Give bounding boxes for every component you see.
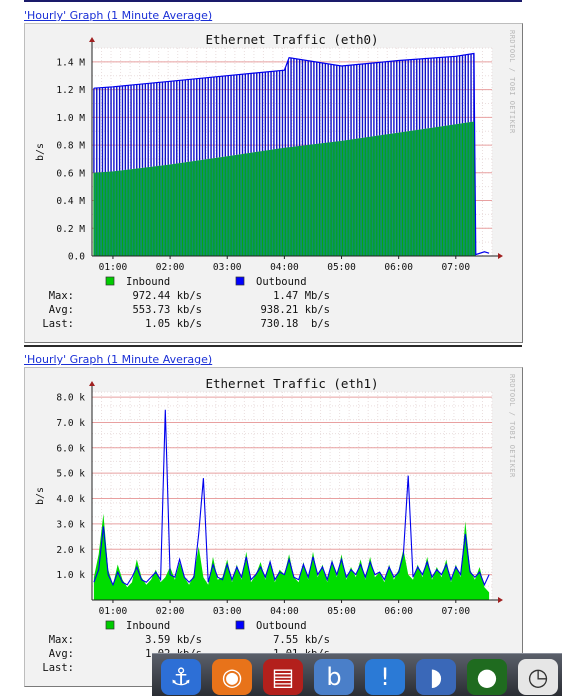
x-tick-label: 07:00 bbox=[442, 606, 471, 617]
x-tick-label: 01:00 bbox=[99, 262, 128, 273]
y-axis-arrow bbox=[89, 37, 95, 42]
b-letter-icon-tile: b bbox=[314, 659, 354, 695]
chart-title: Ethernet Traffic (eth0) bbox=[205, 32, 378, 47]
x-tick-label: 04:00 bbox=[270, 606, 299, 617]
x-tick-label: 05:00 bbox=[327, 606, 356, 617]
red-terminal-icon-tile: ▤ bbox=[263, 659, 303, 695]
y-tick-label: 6.0 k bbox=[56, 443, 85, 454]
wolf-icon-glyph: ◗ bbox=[429, 663, 443, 691]
b-letter-icon-glyph: b bbox=[326, 663, 342, 691]
x-tick-label: 06:00 bbox=[384, 606, 413, 617]
y-tick-label: 1.2 M bbox=[56, 85, 85, 96]
chart-eth1: Ethernet Traffic (eth1) 1.0 k 2.0 k 3.0 k 4.… bbox=[35, 374, 516, 674]
y-axis-label: b/s bbox=[35, 487, 46, 505]
green-orb-icon-glyph: ● bbox=[476, 663, 498, 691]
y-axis-arrow bbox=[89, 381, 95, 386]
outbound-line bbox=[93, 52, 490, 256]
green-orb-icon[interactable]: ● bbox=[462, 657, 512, 697]
y-tick-label: 1.0 k bbox=[56, 570, 85, 581]
stat-outbound-value: 730.18 b/s bbox=[260, 318, 330, 330]
y-tick-label: 7.0 k bbox=[56, 418, 85, 429]
exclamation-icon-tile: ! bbox=[365, 659, 405, 695]
x-tick-label: 02:00 bbox=[156, 606, 185, 617]
y-tick-label: 8.0 k bbox=[56, 393, 85, 404]
anchor-icon-glyph: ⚓ bbox=[170, 663, 192, 691]
legend-label-outbound: Outbound bbox=[256, 276, 307, 288]
clock-icon-glyph: ◷ bbox=[527, 663, 549, 691]
y-tick-label: 4.0 k bbox=[56, 494, 85, 505]
x-axis-arrow bbox=[498, 253, 503, 259]
x-tick-label: 02:00 bbox=[156, 262, 185, 273]
legend-swatch-outbound bbox=[235, 276, 245, 286]
clock-icon-tile: ◷ bbox=[518, 659, 558, 695]
x-tick-label: 03:00 bbox=[213, 262, 242, 273]
stat-inbound-value: 3.59 kb/s bbox=[145, 634, 202, 646]
legend-label-inbound: Inbound bbox=[126, 276, 170, 288]
y-tick-label: 0.8 M bbox=[56, 141, 85, 152]
graph-panel-eth0: Ethernet Traffic (eth0) 0.0 0.2 M 0.4 M 0.6 … bbox=[24, 23, 523, 343]
y-tick-label: 0.0 bbox=[68, 252, 85, 263]
separator bbox=[24, 345, 522, 347]
hourly-graph-link-eth1[interactable]: 'Hourly' Graph (1 Minute Average) bbox=[24, 353, 213, 366]
y-tick-label: 1.0 M bbox=[56, 113, 85, 124]
rrdtool-watermark: RRDTOOL / TOBI OETIKER bbox=[508, 374, 516, 478]
top-rule bbox=[24, 0, 522, 2]
x-tick-label: 05:00 bbox=[327, 262, 356, 273]
x-tick-label: 04:00 bbox=[270, 262, 299, 273]
firefox-icon-tile: ◉ bbox=[212, 659, 252, 695]
legend-swatch-inbound bbox=[105, 620, 115, 630]
legend-swatch-inbound bbox=[105, 276, 115, 286]
stat-label: Avg: bbox=[49, 648, 74, 660]
x-tick-label: 06:00 bbox=[384, 262, 413, 273]
stat-label: Max: bbox=[49, 290, 74, 302]
rrdtool-watermark: RRDTOOL / TOBI OETIKER bbox=[508, 30, 516, 134]
exclamation-icon[interactable]: ! bbox=[360, 657, 410, 697]
y-axis-label: b/s bbox=[35, 143, 46, 161]
x-tick-label: 03:00 bbox=[213, 606, 242, 617]
stat-label: Avg: bbox=[49, 304, 74, 316]
anchor-icon[interactable]: ⚓ bbox=[156, 657, 206, 697]
legend-swatch-outbound bbox=[235, 620, 245, 630]
y-tick-label: 1.4 M bbox=[56, 57, 85, 68]
stat-inbound-value: 553.73 kb/s bbox=[132, 304, 202, 316]
legend-label-inbound: Inbound bbox=[126, 620, 170, 632]
stat-inbound-value: 1.05 kb/s bbox=[145, 318, 202, 330]
y-tick-label: 0.2 M bbox=[56, 224, 85, 235]
stat-inbound-value: 972.44 kb/s bbox=[132, 290, 202, 302]
red-terminal-icon-glyph: ▤ bbox=[271, 663, 295, 691]
x-tick-label: 07:00 bbox=[442, 262, 471, 273]
stat-label: Max: bbox=[49, 634, 74, 646]
stat-outbound-value: 1.47 Mb/s bbox=[273, 290, 330, 302]
clock-icon[interactable]: ◷ bbox=[513, 657, 562, 697]
legend-label-outbound: Outbound bbox=[256, 620, 307, 632]
firefox-icon-glyph: ◉ bbox=[221, 663, 243, 691]
red-terminal-icon[interactable]: ▤ bbox=[258, 657, 308, 697]
stat-label: Last: bbox=[42, 662, 74, 674]
b-letter-icon[interactable]: b bbox=[309, 657, 359, 697]
x-tick-label: 01:00 bbox=[99, 606, 128, 617]
green-orb-icon-tile: ● bbox=[467, 659, 507, 695]
exclamation-icon-glyph: ! bbox=[380, 663, 390, 691]
y-tick-label: 0.6 M bbox=[56, 168, 85, 179]
y-tick-label: 5.0 k bbox=[56, 469, 85, 480]
wolf-icon-tile: ◗ bbox=[416, 659, 456, 695]
outbound-line bbox=[93, 409, 490, 587]
graph-panel-eth1: Ethernet Traffic (eth1) 1.0 k 2.0 k 3.0 k 4.… bbox=[24, 367, 523, 687]
y-tick-label: 3.0 k bbox=[56, 519, 85, 530]
y-tick-label: 2.0 k bbox=[56, 545, 85, 556]
stat-outbound-value: 7.55 kb/s bbox=[273, 634, 330, 646]
chart-title: Ethernet Traffic (eth1) bbox=[205, 376, 378, 391]
stat-outbound-value: 938.21 kb/s bbox=[260, 304, 330, 316]
x-axis-arrow bbox=[498, 597, 503, 603]
wolf-icon[interactable]: ◗ bbox=[411, 657, 461, 697]
anchor-icon-tile: ⚓ bbox=[161, 659, 201, 695]
dock: ⚓ ◉ ▤ b! ◗ ● ◷ bbox=[152, 653, 562, 696]
stat-label: Last: bbox=[42, 318, 74, 330]
firefox-icon[interactable]: ◉ bbox=[207, 657, 257, 697]
hourly-graph-link-eth0[interactable]: 'Hourly' Graph (1 Minute Average) bbox=[24, 9, 213, 22]
chart-eth0: Ethernet Traffic (eth0) 0.0 0.2 M 0.4 M 0.6 … bbox=[35, 30, 516, 330]
y-tick-label: 0.4 M bbox=[56, 196, 85, 207]
